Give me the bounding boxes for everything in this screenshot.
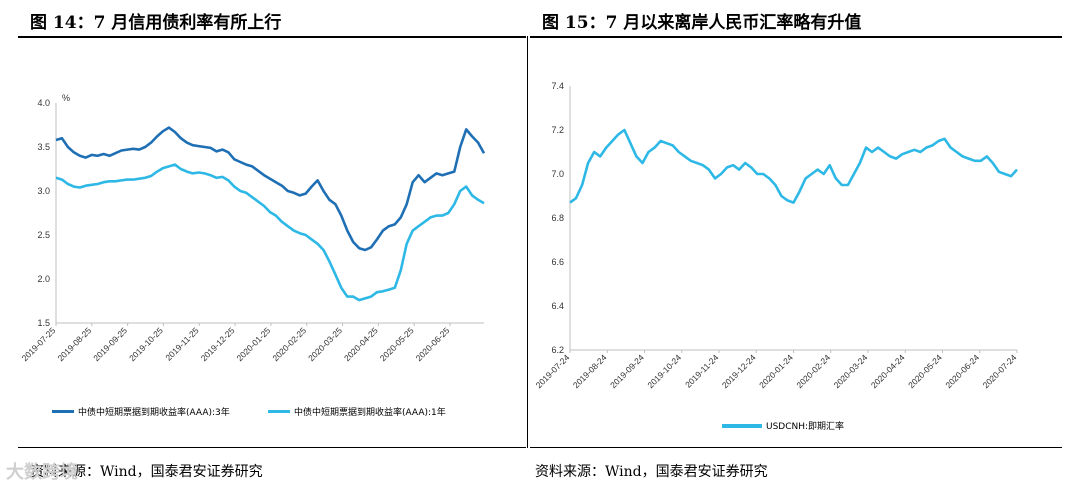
x-tick-label: 2019-12-24 bbox=[720, 352, 758, 390]
legend-1y-swatch bbox=[268, 410, 290, 413]
y-tick-label: 6.8 bbox=[551, 213, 564, 223]
y-tick-label: 1.5 bbox=[37, 318, 50, 328]
y-axis-unit: % bbox=[62, 93, 70, 103]
y-tick-label: 2.0 bbox=[37, 274, 50, 284]
left-bottom-rule bbox=[18, 447, 526, 448]
y-tick-label: 3.0 bbox=[37, 186, 50, 196]
y-tick-label: 6.6 bbox=[551, 257, 564, 267]
x-tick-label: 2020-05-25 bbox=[378, 325, 416, 363]
x-tick-label: 2019-08-24 bbox=[571, 352, 609, 390]
right-top-rule bbox=[530, 36, 1062, 38]
left-chart-title: 图 14：7 月信用债利率有所上行 bbox=[30, 13, 282, 33]
x-tick-label: 2020-03-25 bbox=[306, 325, 344, 363]
y-tick-label: 7.2 bbox=[551, 125, 564, 135]
series-line-1 bbox=[55, 126, 486, 252]
x-tick-label: 2019-10-24 bbox=[645, 352, 683, 390]
series-line-2 bbox=[55, 163, 485, 302]
y-tick-label: 4.0 bbox=[37, 98, 50, 108]
legend-usdcnh: USDCNH:即期汇率 bbox=[722, 419, 844, 432]
x-tick-label: 2019-07-24 bbox=[534, 352, 572, 390]
x-tick-label: 2020-04-24 bbox=[869, 352, 907, 390]
left-source: 资料来源：Wind，国泰君安证券研究 bbox=[30, 464, 263, 480]
left-top-rule bbox=[18, 36, 526, 38]
x-tick-label: 2020-06-24 bbox=[943, 352, 981, 390]
x-tick-label: 2019-11-25 bbox=[163, 325, 201, 363]
y-tick-label: 7.0 bbox=[551, 169, 564, 179]
y-tick-label: 6.4 bbox=[551, 301, 564, 311]
x-tick-label: 2020-04-25 bbox=[342, 325, 380, 363]
x-tick-label: 2020-01-24 bbox=[757, 352, 795, 390]
x-tick-label: 2020-05-24 bbox=[906, 352, 944, 390]
y-tick-label: 7.4 bbox=[551, 81, 564, 91]
right-bottom-rule bbox=[530, 447, 1062, 448]
legend-usdcnh-label: USDCNH:即期汇率 bbox=[766, 422, 845, 432]
x-tick-label: 2019-11-24 bbox=[683, 352, 721, 390]
legend-3y-label: 中债中短期票据到期收益率(AAA):3年 bbox=[78, 408, 230, 418]
y-tick-label: 6.2 bbox=[551, 345, 564, 355]
watermark-text: 大数跨境 bbox=[6, 462, 78, 483]
legend-1y-label: 中债中短期票据到期收益率(AAA):1年 bbox=[294, 408, 446, 418]
x-tick-label: 2020-01-25 bbox=[235, 325, 273, 363]
right-chart-title: 图 15：7 月以来离岸人民币汇率略有升值 bbox=[542, 13, 862, 33]
x-tick-label: 2019-10-25 bbox=[127, 325, 165, 363]
y-tick-label: 3.5 bbox=[37, 142, 50, 152]
legend-3y: 中债中短期票据到期收益率(AAA):3年 bbox=[52, 405, 230, 418]
left-yield-chart: 4.03.53.02.52.01.5%2019-07-252019-08-252… bbox=[20, 93, 486, 363]
x-tick-label: 2020-07-24 bbox=[981, 352, 1019, 390]
x-tick-label: 2019-09-25 bbox=[91, 325, 129, 363]
x-tick-label: 2019-12-25 bbox=[199, 325, 237, 363]
y-tick-label: 2.5 bbox=[37, 230, 50, 240]
x-tick-label: 2019-07-25 bbox=[20, 325, 58, 363]
series-line-1 bbox=[569, 128, 1018, 204]
x-tick-label: 2020-02-24 bbox=[794, 352, 832, 390]
x-tick-label: 2020-03-24 bbox=[832, 352, 870, 390]
panel-divider bbox=[527, 36, 528, 448]
legend-1y: 中债中短期票据到期收益率(AAA):1年 bbox=[268, 405, 446, 418]
x-tick-label: 2019-09-24 bbox=[608, 352, 646, 390]
x-tick-label: 2020-06-25 bbox=[414, 325, 452, 363]
x-tick-label: 2019-08-25 bbox=[55, 325, 93, 363]
legend-3y-swatch bbox=[52, 410, 74, 413]
legend-usdcnh-swatch bbox=[722, 423, 762, 428]
x-tick-label: 2020-02-25 bbox=[270, 325, 308, 363]
right-source: 资料来源：Wind，国泰君安证券研究 bbox=[535, 464, 768, 480]
